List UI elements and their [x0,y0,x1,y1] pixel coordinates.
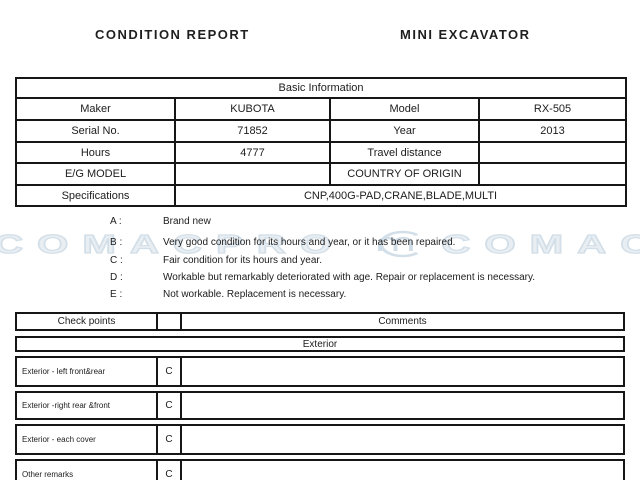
watermark-text: COMACPRO [0,229,346,259]
serial-label: Serial No. [15,119,176,143]
grade-letter: D : [110,272,123,283]
hours-value: 4777 [174,141,331,164]
grade-description: Very good condition for its hours and ye… [163,237,456,248]
check-point-label: Exterior - each cover [17,426,158,453]
check-row-exterior-right: Exterior -right rear &front C [15,391,625,420]
grade-value: C [158,426,182,453]
comacpro-watermark: COMACPRO COMACPRO COMACPRO [0,229,640,259]
comment-cell [182,461,623,480]
watermark-text: COMACPRO [440,229,640,259]
maker-label: Maker [15,97,176,121]
serial-value: 71852 [174,119,331,143]
check-row-exterior-cover: Exterior - each cover C [15,424,625,455]
hours-label: Hours [15,141,176,164]
grade-letter: A : [110,216,122,227]
maker-value: KUBOTA [174,97,331,121]
check-points-header-row: Check points Comments [15,312,625,331]
check-points-column-header: Check points [17,314,158,329]
check-row-exterior-left: Exterior - left front&rear C [15,356,625,387]
comments-column-header: Comments [378,316,427,327]
grade-letter: C : [110,255,123,266]
basic-info-table: Basic Information Maker KUBOTA Model RX-… [14,77,628,207]
check-point-label: Other remarks [17,461,158,480]
travel-distance-value [477,141,628,164]
specifications-value: CNP,400G-PAD,CRANE,BLADE,MULTI [173,184,628,207]
model-value: RX-505 [477,97,628,121]
grade-value: C [158,393,182,418]
check-point-label: Exterior - left front&rear [17,358,158,385]
comacpro-logo-icon [377,230,418,258]
grade-description: Workable but remarkably deteriorated wit… [163,272,536,283]
comment-cell [182,393,623,418]
travel-distance-label: Travel distance [329,141,480,164]
report-title: CONDITION REPORT [95,27,250,42]
grade-column-header [158,314,182,329]
grade-letter: E : [110,289,123,300]
grade-value: C [158,358,182,385]
year-label: Year [329,119,480,143]
grade-description: Not workable. Replacement is necessary. [163,289,347,300]
grade-value: C [158,461,182,480]
basic-info-header: Basic Information [14,77,628,99]
engine-model-value [174,162,331,186]
check-row-other-remarks: Other remarks C [15,459,625,480]
engine-model-label: E/G MODEL [15,162,176,186]
specifications-label: Specifications [15,184,176,207]
exterior-section-header: Exterior [15,336,625,352]
country-of-origin-label: COUNTRY OF ORIGIN [329,162,480,186]
model-label: Model [329,97,480,121]
year-value: 2013 [477,119,628,143]
comment-cell [182,358,623,385]
grade-description: Fair condition for its hours and year. [163,255,322,266]
comment-cell [182,426,623,453]
machine-type-title: MINI EXCAVATOR [400,27,531,42]
country-of-origin-value [477,162,628,186]
grade-description: Brand new [163,216,211,227]
grade-letter: B : [110,237,123,248]
check-point-label: Exterior -right rear &front [17,393,158,418]
